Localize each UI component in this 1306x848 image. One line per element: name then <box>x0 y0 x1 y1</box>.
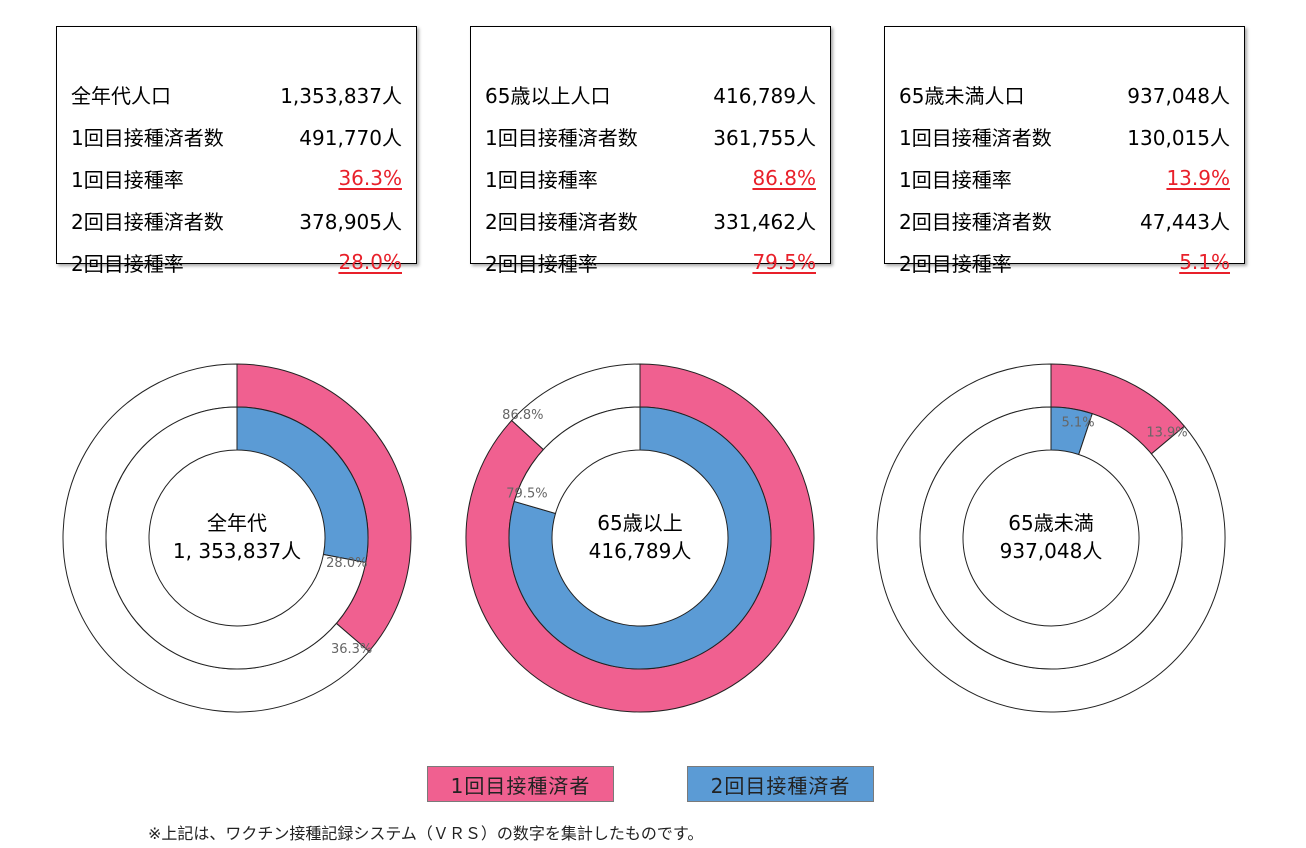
first-count-row: 1回目接種済者数 361,755人 <box>485 121 816 151</box>
second-count-row: 2回目接種済者数 378,905人 <box>71 205 402 235</box>
second-rate-row: 2回目接種率 5.1% <box>899 247 1230 277</box>
second-count-value: 47,443人 <box>1140 209 1230 234</box>
first-rate-row: 1回目接種率 13.9% <box>899 163 1230 193</box>
legend-first-dose: 1回目接種済者 <box>427 766 614 802</box>
second-rate-value: 5.1% <box>1179 250 1230 274</box>
second-count-row: 2回目接種済者数 47,443人 <box>899 205 1230 235</box>
second-count-value: 378,905人 <box>299 209 402 234</box>
first-rate-label: 1回目接種率 <box>485 167 598 192</box>
first-dose-percent-label: 36.3% <box>331 642 372 657</box>
population-value: 416,789人 <box>713 83 816 108</box>
first-rate-label: 1回目接種率 <box>899 167 1012 192</box>
first-count-row: 1回目接種済者数 130,015人 <box>899 121 1230 151</box>
legend-second-dose: 2回目接種済者 <box>687 766 874 802</box>
second-rate-row: 2回目接種率 79.5% <box>485 247 816 277</box>
donut-chart: 86.8% 79.5% 65歳以上 416,789人 <box>465 363 815 713</box>
center-value: 1, 353,837人 <box>173 539 301 563</box>
second-count-value: 331,462人 <box>713 209 816 234</box>
center-label: 65歳未満 <box>1008 511 1093 535</box>
center-value: 937,048人 <box>1000 539 1103 563</box>
population-row: 全年代人口 1,353,837人 <box>71 79 402 109</box>
population-label: 65歳未満人口 <box>899 83 1025 108</box>
first-rate-value: 13.9% <box>1166 166 1230 190</box>
first-count-value: 130,015人 <box>1127 125 1230 150</box>
second-dose-percent-label: 5.1% <box>1062 415 1095 430</box>
legend-first-dose-label: 1回目接種済者 <box>450 773 591 798</box>
legend-second-dose-label: 2回目接種済者 <box>710 773 851 798</box>
first-count-value: 491,770人 <box>299 125 402 150</box>
first-dose-percent-label: 86.8% <box>502 408 543 423</box>
second-count-label: 2回目接種済者数 <box>71 209 224 234</box>
second-dose-percent-label: 28.0% <box>326 556 367 571</box>
donut-chart: 36.3% 28.0% 全年代 1, 353,837人 <box>62 363 412 713</box>
second-dose-slice <box>236 406 369 564</box>
first-rate-row: 1回目接種率 36.3% <box>71 163 402 193</box>
population-row: 65歳以上人口 416,789人 <box>485 79 816 109</box>
second-rate-label: 2回目接種率 <box>899 251 1012 276</box>
second-rate-value: 79.5% <box>752 250 816 274</box>
population-value: 937,048人 <box>1127 83 1230 108</box>
first-rate-value: 86.8% <box>752 166 816 190</box>
second-dose-remainder-slice <box>919 406 1183 670</box>
first-rate-row: 1回目接種率 86.8% <box>485 163 816 193</box>
population-label: 65歳以上人口 <box>485 83 611 108</box>
population-row: 65歳未満人口 937,048人 <box>899 79 1230 109</box>
second-dose-percent-label: 79.5% <box>506 486 547 501</box>
stats-box-under-65: 65歳未満人口 937,048人 1回目接種済者数 130,015人 1回目接種… <box>884 26 1245 276</box>
second-rate-label: 2回目接種率 <box>485 251 598 276</box>
second-rate-row: 2回目接種率 28.0% <box>71 247 402 277</box>
first-rate-value: 36.3% <box>338 166 402 190</box>
stats-box-all-ages: 全年代人口 1,353,837人 1回目接種済者数 491,770人 1回目接種… <box>56 26 417 276</box>
first-dose-percent-label: 13.9% <box>1146 426 1187 441</box>
second-rate-value: 28.0% <box>338 250 402 274</box>
second-count-label: 2回目接種済者数 <box>485 209 638 234</box>
center-value: 416,789人 <box>589 539 692 563</box>
second-dose-remainder-slice <box>513 406 641 515</box>
first-count-value: 361,755人 <box>713 125 816 150</box>
population-value: 1,353,837人 <box>280 83 402 108</box>
second-rate-label: 2回目接種率 <box>71 251 184 276</box>
population-label: 全年代人口 <box>71 83 171 108</box>
center-label: 65歳以上 <box>597 511 682 535</box>
first-count-label: 1回目接種済者数 <box>71 125 224 150</box>
stats-box-65-and-over: 65歳以上人口 416,789人 1回目接種済者数 361,755人 1回目接種… <box>470 26 831 276</box>
second-dose-remainder-slice <box>105 406 367 670</box>
donut-chart: 13.9% 5.1% 65歳未満 937,048人 <box>876 363 1226 713</box>
second-count-row: 2回目接種済者数 331,462人 <box>485 205 816 235</box>
second-dose-slice <box>508 406 772 670</box>
first-count-label: 1回目接種済者数 <box>899 125 1052 150</box>
footnote: ※上記は、ワクチン接種記録システム（ＶＲＳ）の数字を集計したものです。 <box>148 824 704 843</box>
first-count-label: 1回目接種済者数 <box>485 125 638 150</box>
first-rate-label: 1回目接種率 <box>71 167 184 192</box>
center-label: 全年代 <box>207 511 267 535</box>
first-count-row: 1回目接種済者数 491,770人 <box>71 121 402 151</box>
second-count-label: 2回目接種済者数 <box>899 209 1052 234</box>
